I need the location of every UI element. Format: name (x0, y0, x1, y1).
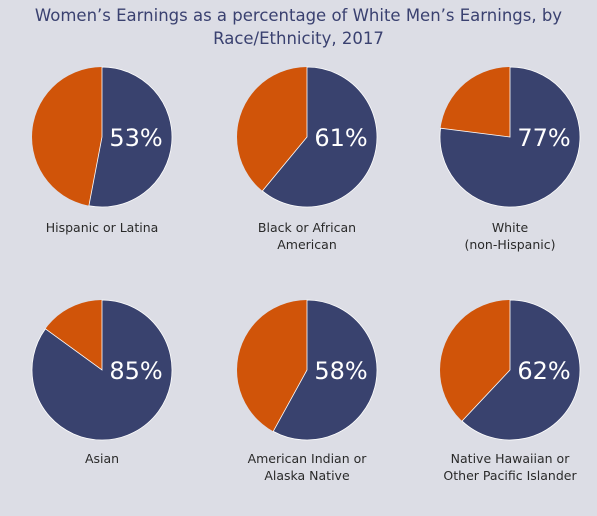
pie-4-category-label: Asian (7, 450, 197, 467)
pie-5: 58% (237, 299, 378, 441)
pie-3: 77% (439, 66, 581, 208)
pie-1: 53% (32, 66, 173, 208)
pie-3-category-label-line-1: White (491, 220, 529, 235)
pie-6-category-label-line-1: Native Hawaiian or (450, 451, 570, 466)
pie-2-category-label-line-2: American (277, 237, 337, 252)
pie-5-category-label: American Indian or Alaska Native (212, 450, 402, 484)
pie-1-value-label: 53% (109, 124, 162, 152)
pie-6: 62% (440, 299, 581, 441)
pie-4-value-label: 85% (109, 357, 162, 385)
pie-6-women-slice (461, 299, 581, 441)
pie-5-category-label-line-2: Alaska Native (264, 468, 350, 483)
chart-title-line-2: Race/Ethnicity, 2017 (213, 29, 384, 48)
pie-3-category-label-line-2: (non-Hispanic) (464, 237, 556, 252)
pie-5-category-label-line-1: American Indian or (247, 451, 367, 466)
chart-title-line-1: Women’s Earnings as a percentage of Whit… (34, 6, 563, 25)
pie-1-category-label: Hispanic or Latina (7, 219, 197, 236)
pie-3-category-label: White (non-Hispanic) (415, 219, 597, 253)
pie-6-category-label: Native Hawaiian or Other Pacific Islander (415, 450, 597, 484)
pie-6-value-label: 62% (517, 357, 570, 385)
pie-5-value-label: 58% (314, 357, 367, 385)
pie-1-category-label-line-1: Hispanic or Latina (45, 220, 159, 235)
pie-1-women-slice (88, 66, 173, 208)
pie-6-category-label-line-2: Other Pacific Islander (443, 468, 577, 483)
pie-3-value-label: 77% (517, 124, 570, 152)
pie-4-category-label-line-1: Asian (84, 451, 120, 466)
pie-3-women-slice (439, 66, 581, 208)
pie-2-value-label: 61% (314, 124, 367, 152)
chart-title: Women’s Earnings as a percentage of Whit… (0, 4, 597, 50)
pie-5-women-slice (272, 299, 378, 441)
pie-4-women-slice (31, 299, 173, 441)
pie-4: 85% (31, 299, 173, 441)
pie-2-category-label-line-1: Black or African (257, 220, 357, 235)
pie-2-women-slice (261, 66, 378, 208)
pie-2: 61% (237, 66, 378, 208)
pie-2-category-label: Black or African American (212, 219, 402, 253)
